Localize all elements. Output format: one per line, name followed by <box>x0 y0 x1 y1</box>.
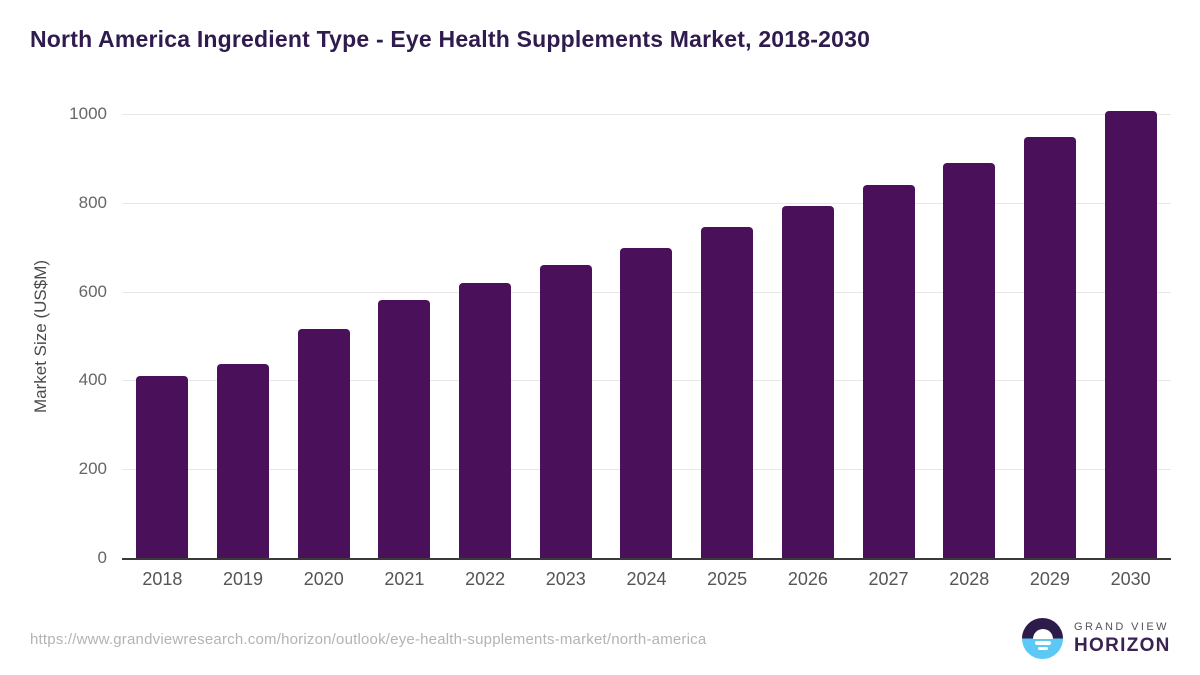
x-tick-2020: 2020 <box>303 569 344 589</box>
brand-logo-text: GRAND VIEW HORIZON <box>1074 621 1171 657</box>
bar-2020 <box>297 328 350 558</box>
x-tick-2021: 2021 <box>384 569 425 589</box>
bar-2021 <box>378 300 431 558</box>
source-url: https://www.grandviewresearch.com/horizo… <box>30 631 707 648</box>
x-tick-2019: 2019 <box>223 569 264 589</box>
y-tick-400: 400 <box>78 370 107 390</box>
bar-2022 <box>459 283 512 558</box>
bar-2027 <box>862 185 915 558</box>
chart-title: North America Ingredient Type - Eye Heal… <box>30 26 871 52</box>
x-tick-2025: 2025 <box>707 569 748 589</box>
x-axis-labels: 2018 2019 2020 2021 2022 2023 2024 2025 2026 2027… <box>122 569 1171 590</box>
x-tick-2029: 2029 <box>1029 569 1070 589</box>
brand-name-grand-view: GRAND VIEW <box>1074 620 1169 633</box>
y-tick-600: 600 <box>78 281 107 301</box>
x-tick-2026: 2026 <box>787 569 828 589</box>
x-tick-2022: 2022 <box>465 569 506 589</box>
bar-2025 <box>701 227 754 558</box>
brand-logo: GRAND VIEW HORIZON <box>1022 618 1171 659</box>
gridline-800 <box>122 202 1171 204</box>
x-tick-2028: 2028 <box>949 569 990 589</box>
y-tick-1000: 1000 <box>69 104 107 123</box>
y-axis-label: Market Size (US$M) <box>31 259 50 413</box>
y-tick-0: 0 <box>97 548 107 567</box>
x-tick-2023: 2023 <box>545 569 586 589</box>
bar-2026 <box>781 205 834 558</box>
water-line-shape <box>1034 641 1051 645</box>
sun-arch-shape <box>1032 628 1053 639</box>
y-tick-200: 200 <box>78 459 107 479</box>
x-tick-2024: 2024 <box>626 569 667 589</box>
horizon-sunrise-icon <box>1022 618 1063 659</box>
bar-2019 <box>217 363 270 558</box>
plot-area <box>122 110 1171 560</box>
bar-2028 <box>943 162 996 558</box>
bar-2023 <box>539 264 592 558</box>
bar-2030 <box>1104 110 1157 558</box>
bar-series <box>122 110 1171 558</box>
gridline-1000 <box>122 114 1171 115</box>
brand-name-horizon: HORIZON <box>1074 634 1171 656</box>
x-tick-2030: 2030 <box>1110 569 1151 589</box>
water-line-shape <box>1037 647 1048 650</box>
bar-2018 <box>136 375 189 558</box>
x-tick-2027: 2027 <box>868 569 909 589</box>
y-tick-800: 800 <box>78 192 107 212</box>
bar-2029 <box>1023 137 1076 558</box>
bar-2024 <box>620 248 673 558</box>
x-tick-2018: 2018 <box>142 569 183 589</box>
